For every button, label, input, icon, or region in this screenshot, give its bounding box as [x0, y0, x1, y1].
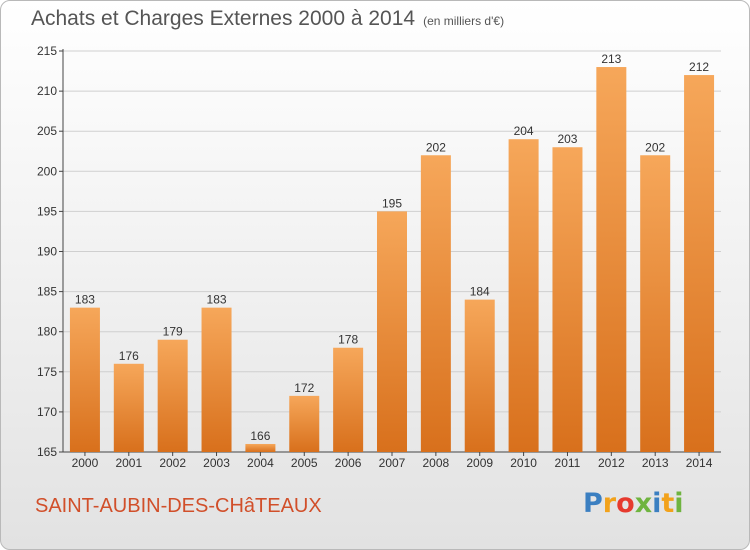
x-tick-label: 2011	[555, 456, 581, 470]
bar	[508, 139, 539, 452]
y-tick-label: 195	[37, 204, 57, 218]
data-label: 202	[645, 140, 665, 154]
commune-name: SAINT-AUBIN-DES-CHâTEAUX	[35, 495, 322, 517]
y-tick-label: 180	[37, 325, 57, 339]
logo-letter: i	[674, 488, 684, 519]
data-label: 212	[689, 60, 709, 74]
bar	[333, 347, 364, 452]
x-tick-label: 2001	[115, 456, 142, 470]
data-label: 172	[294, 381, 314, 395]
logo-letter: r	[602, 488, 617, 519]
y-tick-label: 200	[37, 164, 57, 178]
logo-letter: t	[661, 488, 675, 519]
logo-letter: P	[583, 488, 603, 519]
x-tick-label: 2013	[642, 456, 669, 470]
y-tick-label: 210	[37, 84, 57, 98]
x-tick-label: 2005	[291, 456, 318, 470]
x-tick-label: 2004	[247, 456, 274, 470]
data-label: 184	[470, 285, 490, 299]
bar	[640, 155, 671, 452]
bar	[552, 147, 583, 453]
bar	[377, 211, 407, 452]
x-tick-label: 2006	[335, 456, 362, 470]
x-tick-label: 2002	[159, 456, 186, 470]
x-tick-label: 2007	[379, 456, 406, 470]
chart-subtitle: (en milliers d'€)	[423, 14, 505, 28]
bar	[69, 307, 100, 452]
data-labels: 183 176 179 183 166 172 178 195 202 184 204 203 213 2…	[75, 52, 709, 443]
logo-letter: i	[652, 488, 662, 519]
bars	[69, 67, 715, 453]
y-tick-label: 175	[37, 365, 57, 379]
x-tick-label: 2003	[203, 456, 230, 470]
data-label: 166	[250, 429, 270, 443]
x-tick-label: 2014	[686, 456, 713, 470]
data-label: 204	[514, 124, 534, 138]
y-tick-label: 190	[37, 245, 57, 259]
bar	[464, 299, 495, 452]
x-axis: 2000 2001 2002 2003 2004 2005 2006 2007 2008 2009…	[72, 452, 713, 470]
x-tick-label: 2008	[423, 456, 450, 470]
data-label: 183	[75, 293, 95, 307]
x-tick-label: 2012	[598, 456, 625, 470]
data-label: 203	[557, 132, 577, 146]
y-tick-label: 205	[37, 124, 57, 138]
proxiti-logo: Proxiti	[583, 488, 684, 519]
y-tick-label: 185	[37, 285, 57, 299]
bar	[289, 395, 320, 452]
y-tick-label: 165	[37, 445, 57, 459]
bar	[420, 155, 451, 452]
bar	[684, 75, 715, 452]
x-tick-label: 2009	[466, 456, 493, 470]
y-tick-label: 170	[37, 405, 57, 419]
x-tick-label: 2000	[72, 456, 99, 470]
data-label: 213	[601, 52, 621, 66]
data-label: 202	[426, 140, 446, 154]
data-label: 183	[207, 293, 227, 307]
data-label: 176	[119, 349, 139, 363]
bar	[201, 307, 232, 452]
bar	[113, 363, 144, 452]
bar	[596, 67, 627, 452]
y-tick-label: 215	[37, 44, 57, 58]
logo-letter: o	[616, 488, 635, 519]
data-label: 179	[163, 325, 183, 339]
x-tick-label: 2010	[510, 456, 537, 470]
logo-letter: x	[634, 488, 653, 519]
chart-title-text: Achats et Charges Externes 2000 à 2014	[31, 7, 416, 30]
data-label: 195	[382, 196, 402, 210]
data-label: 178	[338, 333, 358, 347]
bar	[245, 443, 276, 452]
chart-title: Achats et Charges Externes 2000 à 2014 (e…	[31, 7, 504, 31]
bar	[157, 339, 188, 452]
